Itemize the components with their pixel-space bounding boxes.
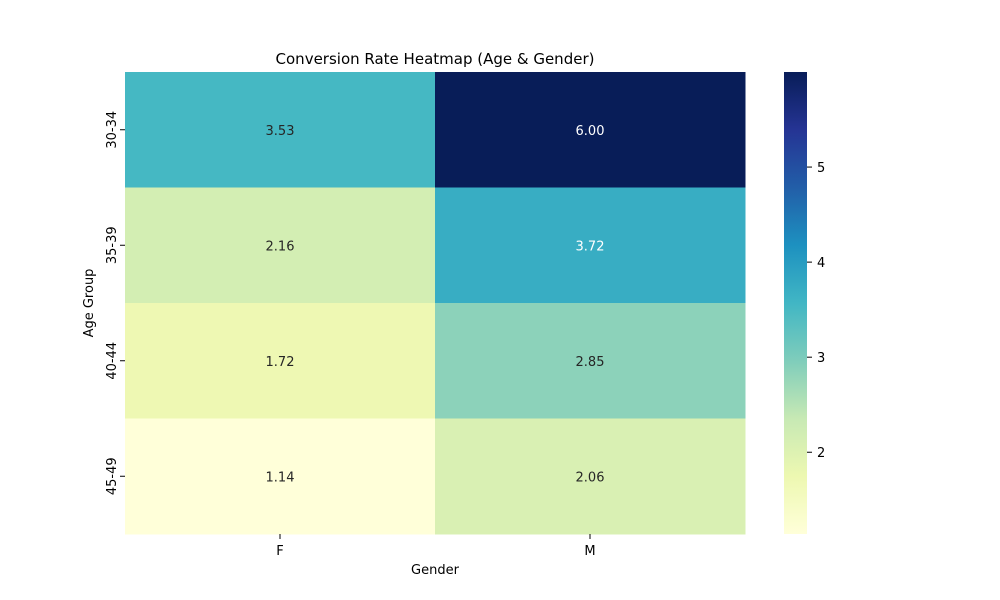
x-tick-label: F	[276, 544, 283, 559]
x-tick-label: M	[584, 544, 595, 559]
cell-value-label: 3.53	[266, 124, 295, 139]
y-tick-label: 40-44	[105, 342, 120, 380]
cell-value-label: 1.14	[266, 470, 295, 485]
heatmap-cell	[435, 418, 746, 535]
colorbar-tick-label: 2	[817, 446, 825, 461]
colorbar	[784, 72, 807, 534]
cell-value-label: 1.72	[266, 355, 295, 370]
heatmap-cell	[125, 418, 436, 535]
colorbar-tick-label: 3	[817, 351, 825, 366]
cell-value-label: 3.72	[576, 239, 605, 254]
heatmap-cell	[435, 72, 746, 188]
heatmap-cell	[125, 72, 436, 188]
y-tick-label: 35-39	[105, 226, 120, 264]
y-axis-label: Age Group	[82, 269, 97, 338]
cell-value-label: 2.06	[576, 470, 605, 485]
cell-value-label: 2.16	[266, 239, 295, 254]
heatmap-cell	[125, 303, 436, 419]
heatmap-cell	[125, 187, 436, 304]
heatmap-cells	[125, 72, 746, 535]
y-tick-label: 45-49	[105, 457, 120, 495]
heatmap-cell	[435, 303, 746, 419]
y-tick-label: 30-34	[105, 111, 120, 149]
cell-value-label: 6.00	[576, 124, 605, 139]
chart-title: Conversion Rate Heatmap (Age & Gender)	[276, 50, 595, 68]
colorbar-ticks: 2 3 4 5	[807, 161, 825, 461]
heatmap-annotations: 3.53 6.00 2.16 3.72 1.72 2.85 1.14 2.06	[266, 124, 605, 486]
cell-value-label: 2.85	[576, 355, 605, 370]
colorbar-tick-label: 4	[817, 256, 825, 271]
y-axis-ticks: 30-34 35-39 40-44 45-49	[105, 111, 125, 495]
heatmap-cell	[435, 187, 746, 304]
x-axis-label: Gender	[411, 563, 460, 578]
colorbar-tick-label: 5	[817, 161, 825, 176]
